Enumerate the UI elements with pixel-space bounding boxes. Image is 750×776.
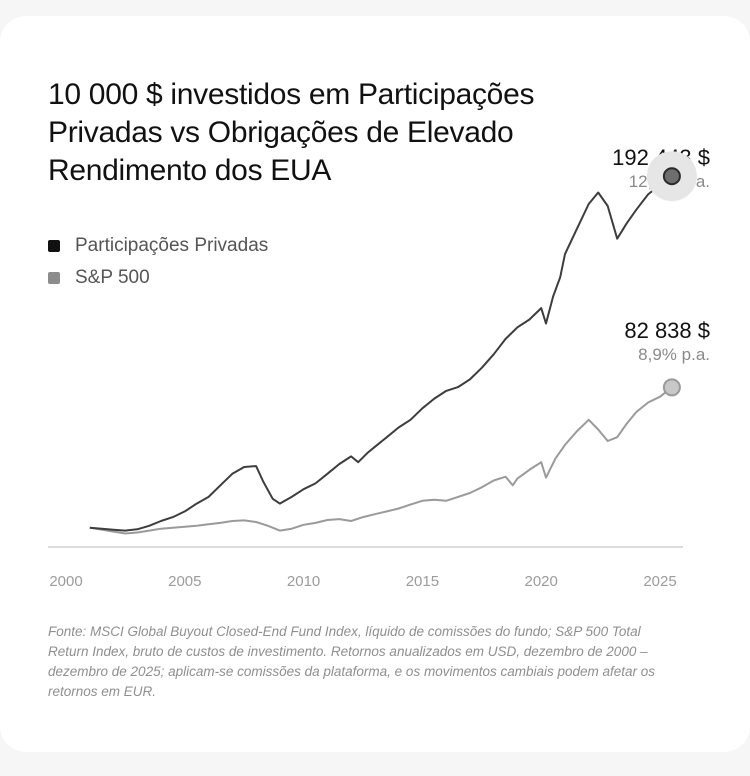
legend-label-private-equity: Participações Privadas: [75, 235, 269, 256]
chart-title: 10 000 $ investidos em Participações Pri…: [48, 78, 535, 187]
end-marker-sp500: [662, 378, 681, 397]
x-tick-label-2015: 2015: [406, 573, 439, 590]
series-line-sp500: [89, 386, 673, 535]
legend-swatch-sp500: [48, 272, 60, 284]
legend-swatch-private-equity: [48, 240, 60, 252]
x-tick-label-2000: 2000: [49, 573, 82, 590]
source-note: Fonte: MSCI Global Buyout Closed-End Fun…: [48, 624, 656, 699]
series-line-private-equity: [89, 175, 673, 532]
end-label-sp500: 82 838 $ 8,9% p.a.: [624, 318, 710, 366]
end-marker-private-equity: [662, 167, 681, 186]
x-tick-label-2010: 2010: [287, 573, 320, 590]
legend-item-private-equity: Participações Privadas: [48, 234, 268, 258]
legend: Participações Privadas S&P 500: [48, 234, 268, 298]
end-rate-sp500: 8,9% p.a.: [638, 345, 710, 364]
x-axis-ticks: 2000 2005 2010 2015 2020 2025: [49, 573, 676, 590]
series-lines: [89, 175, 673, 535]
x-tick-label-2005: 2005: [168, 573, 201, 590]
x-tick-label-2020: 2020: [525, 573, 558, 590]
legend-item-sp500: S&P 500: [48, 266, 268, 290]
legend-label-sp500: S&P 500: [75, 267, 150, 288]
x-tick-label-2025: 2025: [643, 573, 676, 590]
series-end-markers: [646, 151, 697, 397]
chart-card: [0, 16, 750, 752]
end-value-sp500: 82 838 $: [624, 318, 710, 343]
